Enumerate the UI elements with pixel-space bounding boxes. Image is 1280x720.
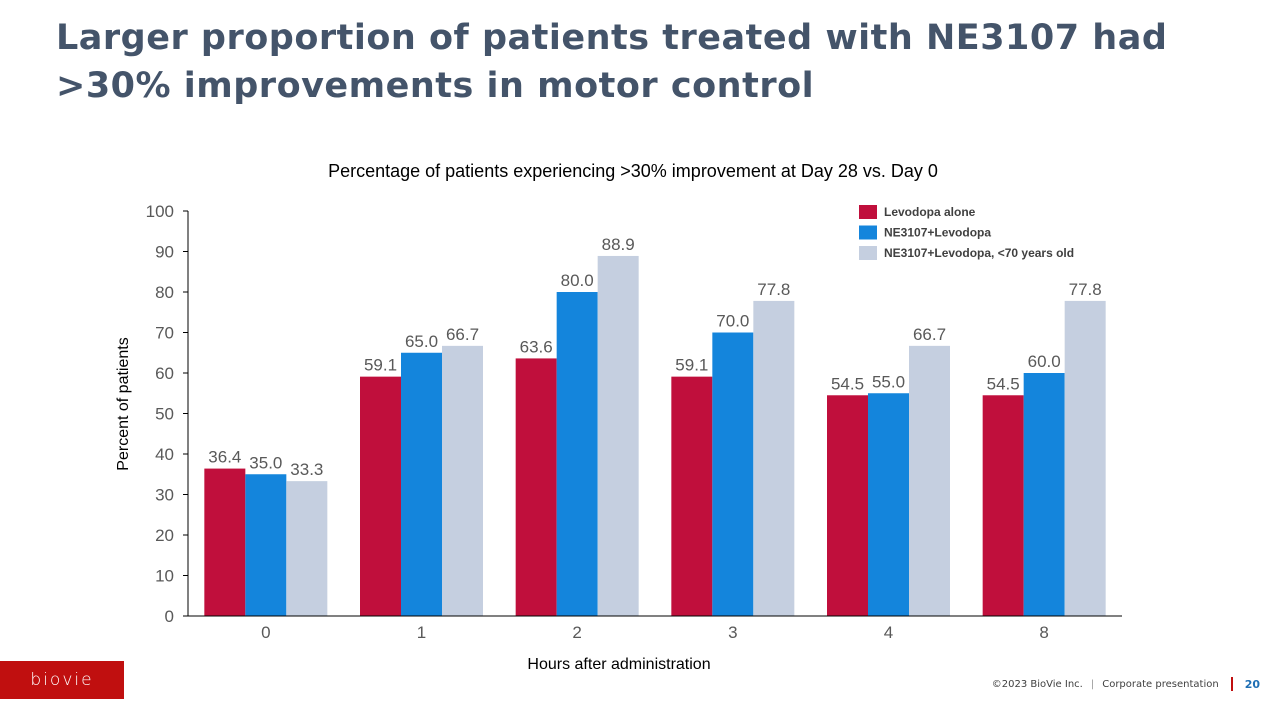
data-label: 59.1: [675, 356, 708, 375]
data-label: 70.0: [716, 312, 749, 331]
biovie-logo: biovie: [0, 661, 124, 699]
x-tick-label: 3: [728, 623, 737, 642]
bar: [982, 395, 1024, 616]
y-axis-label: Percent of patients: [115, 337, 132, 470]
data-label: 60.0: [1028, 352, 1061, 371]
bar: [671, 376, 713, 616]
x-tick-label: 8: [1039, 623, 1048, 642]
bar: [556, 292, 598, 616]
bar: [401, 352, 442, 616]
data-label: 80.0: [561, 271, 594, 290]
y-tick-label: 30: [155, 486, 174, 505]
data-label: 36.4: [208, 448, 241, 467]
x-axis-label: Hours after administration: [527, 656, 710, 673]
data-label: 66.7: [913, 325, 946, 344]
bar: [827, 395, 868, 616]
footer-divider: [1230, 677, 1233, 691]
footer-separator: |: [1090, 678, 1095, 690]
bar: [1023, 373, 1065, 616]
bar: [712, 332, 754, 616]
bar: [909, 345, 950, 616]
x-tick-label: 1: [417, 623, 426, 642]
data-label: 55.0: [872, 372, 905, 391]
bar: [597, 255, 639, 616]
x-tick-label: 2: [572, 623, 581, 642]
legend-label: NE3107+Levodopa: [884, 226, 991, 240]
y-tick-label: 70: [155, 324, 174, 343]
page-number: 20: [1244, 677, 1260, 691]
data-label: 77.8: [1069, 280, 1102, 299]
bar: [204, 468, 246, 616]
bar: [868, 393, 909, 616]
data-label: 54.5: [831, 374, 864, 393]
legend-label: NE3107+Levodopa, <70 years old: [884, 246, 1074, 260]
y-tick-label: 40: [155, 445, 174, 464]
data-label: 65.0: [405, 332, 438, 351]
legend-swatch: [859, 225, 877, 240]
footer-section: Corporate presentation: [1102, 678, 1219, 690]
x-tick-label: 4: [884, 623, 893, 642]
data-label: 66.7: [446, 325, 479, 344]
data-label: 35.0: [249, 453, 282, 472]
chart-title: Percentage of patients experiencing >30%…: [328, 161, 938, 181]
y-tick-label: 80: [155, 283, 174, 302]
bar: [515, 358, 557, 616]
data-label: 77.8: [757, 280, 790, 299]
y-tick-label: 20: [155, 526, 174, 545]
bar: [360, 376, 401, 616]
y-tick-label: 60: [155, 364, 174, 383]
y-tick-label: 50: [155, 405, 174, 424]
bar: [442, 345, 483, 616]
y-tick-label: 100: [146, 202, 174, 221]
y-tick-label: 90: [155, 243, 174, 262]
legend-swatch: [859, 205, 877, 219]
y-tick-label: 10: [155, 567, 174, 586]
data-label: 54.5: [987, 374, 1020, 393]
x-tick-label: 0: [261, 623, 270, 642]
footer-copyright: ©2023 BioVie Inc.: [991, 678, 1083, 690]
data-label: 63.6: [520, 337, 553, 356]
legend-label: Levodopa alone: [884, 205, 976, 219]
data-label: 59.1: [364, 356, 397, 375]
bar: [753, 300, 795, 616]
data-label: 88.9: [602, 235, 635, 254]
footer: ©2023 BioVie Inc. | Corporate presentati…: [960, 677, 1260, 691]
bar: [1064, 300, 1106, 616]
bar: [286, 481, 328, 616]
bar: [245, 474, 287, 616]
y-tick-label: 0: [165, 607, 174, 626]
data-label: 33.3: [290, 460, 323, 479]
slide-title: Larger proportion of patients treated wi…: [56, 18, 1168, 106]
legend-swatch: [859, 246, 877, 260]
